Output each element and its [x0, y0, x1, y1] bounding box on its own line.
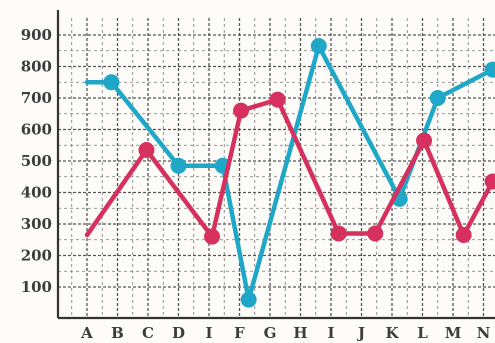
- y-tick-label: 900: [21, 26, 52, 44]
- y-tick-label: 600: [21, 121, 52, 139]
- x-tick-label: G: [264, 324, 277, 342]
- x-tick-label: M: [445, 324, 462, 342]
- y-tick-label: 200: [21, 247, 52, 265]
- x-tick-label: D: [172, 324, 185, 342]
- series-1-point: [484, 61, 495, 78]
- series-2-point: [269, 91, 286, 108]
- x-tick-label: B: [111, 324, 124, 342]
- x-tick-label: H: [293, 324, 307, 342]
- series-2-point: [138, 141, 155, 158]
- x-tick-label: K: [385, 324, 399, 342]
- y-tick-label: 300: [21, 215, 52, 233]
- y-tick-label: 100: [21, 278, 52, 296]
- series-1-point: [240, 291, 257, 308]
- series-2-point: [330, 225, 347, 242]
- series-1-point: [429, 90, 446, 106]
- y-tick-label: 700: [21, 89, 52, 107]
- x-tick-label: C: [142, 324, 154, 342]
- series-2-point: [416, 132, 433, 149]
- series-line-2: [84, 97, 495, 239]
- series-2-point: [484, 173, 495, 190]
- y-tick-label: 800: [21, 58, 52, 76]
- x-tick-label: N: [477, 324, 491, 342]
- x-tick-label: F: [234, 324, 245, 342]
- y-tick-label: 500: [21, 152, 52, 170]
- x-tick-label: I: [205, 324, 212, 342]
- x-tick-label: J: [356, 324, 365, 342]
- series-1-point: [310, 38, 327, 55]
- x-tick-label: A: [80, 324, 93, 342]
- series-2-point: [204, 228, 221, 245]
- series-2-point: [367, 225, 384, 242]
- series-2-point: [455, 227, 472, 244]
- x-tick-label: L: [417, 324, 428, 342]
- y-tick-label: 400: [21, 184, 52, 202]
- series-1-point: [170, 157, 187, 174]
- series-2-point: [233, 102, 250, 119]
- x-tick-label: I: [327, 324, 334, 342]
- series-1-point: [103, 74, 120, 91]
